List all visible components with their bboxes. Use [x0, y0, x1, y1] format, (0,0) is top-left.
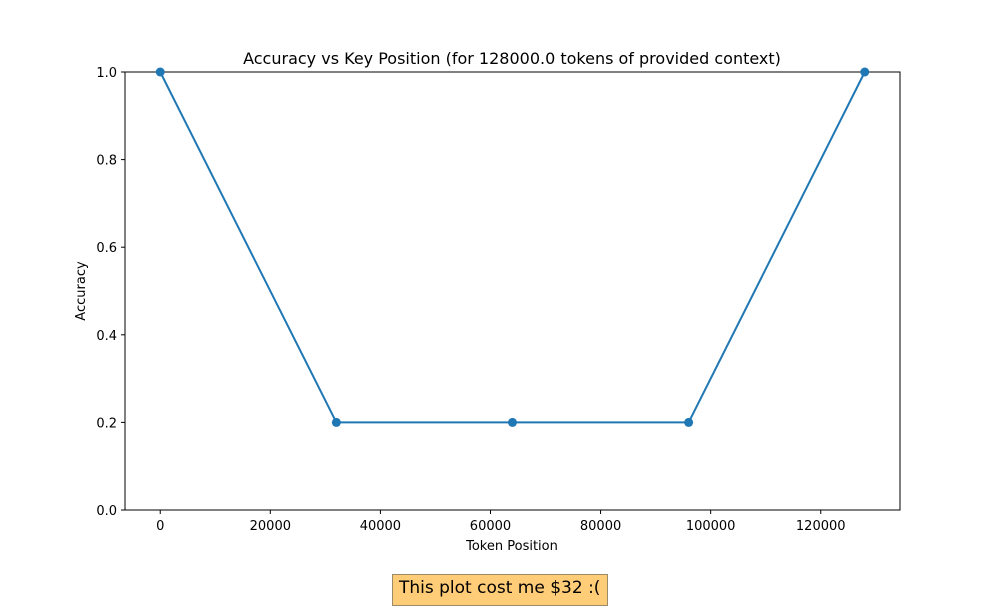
x-tick-label: 60000	[470, 519, 511, 534]
data-point	[860, 67, 870, 77]
y-axis: 0.0 0.2 0.4 0.6 0.8 1.0	[96, 66, 125, 519]
chart-title: Accuracy vs Key Position (for 128000.0 t…	[243, 49, 781, 68]
annotation-box: This plot cost me $32 :(	[392, 574, 609, 606]
x-tick-label: 40000	[360, 519, 401, 534]
y-tick-label: 1.0	[96, 66, 117, 81]
x-tick-label: 120000	[796, 519, 846, 534]
plot-area	[124, 71, 901, 511]
y-tick-label: 0.6	[96, 241, 117, 256]
y-axis-label: Accuracy	[74, 261, 89, 321]
y-tick-label: 0.8	[96, 154, 117, 169]
x-axis-label: Token Position	[465, 539, 558, 554]
data-points	[155, 67, 870, 427]
y-tick-label: 0.2	[96, 416, 117, 431]
data-point	[684, 417, 694, 427]
data-point	[155, 67, 165, 77]
y-tick-label: 0.4	[96, 329, 117, 344]
data-point	[331, 417, 341, 427]
y-tick-label: 0.0	[96, 504, 117, 519]
x-tick-label: 80000	[580, 519, 621, 534]
x-tick-label: 100000	[686, 519, 736, 534]
data-point	[508, 417, 517, 427]
annotation-text: This plot cost me $32 :(	[399, 578, 601, 598]
x-tick-label: 0	[156, 519, 164, 534]
x-axis: 0 20000 40000 60000 80000 100000 120000	[156, 510, 846, 534]
x-tick-label: 20000	[250, 519, 291, 534]
